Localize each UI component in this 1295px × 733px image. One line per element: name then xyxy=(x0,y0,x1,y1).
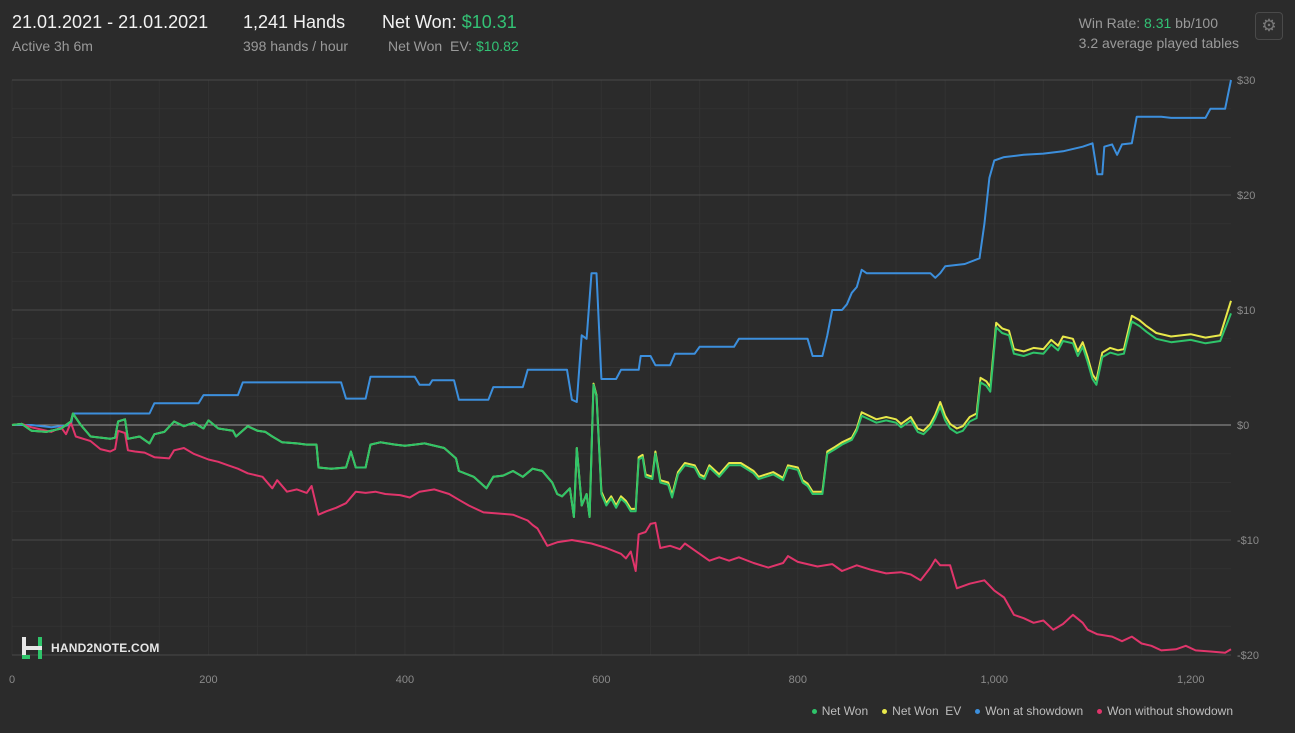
x-tick-label: 600 xyxy=(592,674,610,686)
y-tick-label: $30 xyxy=(1237,75,1255,87)
x-tick-label: 800 xyxy=(789,674,807,686)
series-line-net-won xyxy=(11,313,1232,518)
legend-dot-won-at-showdown xyxy=(975,708,981,714)
x-tick-label: 200 xyxy=(199,674,217,686)
gear-icon: ⚙ xyxy=(1261,16,1277,35)
series-line-won-without-showdown xyxy=(11,421,1232,654)
series-line-net-won-ev xyxy=(11,300,1232,518)
y-tick-label: $10 xyxy=(1237,305,1255,317)
y-tick-label: $20 xyxy=(1237,190,1255,202)
legend-label-won-without-showdown: Won without showdown xyxy=(1107,704,1233,718)
net-won-value: $10.31 xyxy=(461,12,517,32)
hand2note-logo: HAND2NOTE.COM xyxy=(21,636,160,660)
y-tick-label: -$10 xyxy=(1237,535,1259,547)
legend-item-won-without-showdown[interactable]: Won without showdown xyxy=(1097,704,1233,718)
legend-dot-net-won xyxy=(811,708,817,714)
chart-grid xyxy=(11,79,1231,656)
hands-count: 1,241 Hands xyxy=(243,12,346,32)
series-line-won-at-showdown xyxy=(12,79,1232,429)
x-tick-label: 0 xyxy=(9,674,15,686)
net-won-ev-value: $10.82 xyxy=(475,38,519,54)
x-axis-ticks: 0 200 400 600 800 1,000 1,200 xyxy=(9,674,1205,686)
average-tables: 3.2 average played tables xyxy=(1078,35,1239,51)
y-axis-ticks: $30 $20 $10 $0 -$10 -$20 xyxy=(1237,75,1259,662)
settings-button[interactable]: ⚙ xyxy=(1255,12,1283,40)
legend-label-won-at-showdown: Won at showdown xyxy=(985,704,1084,718)
x-tick-label: 1,200 xyxy=(1177,674,1205,686)
win-rate-value: 8.31 xyxy=(1144,15,1172,31)
legend-label-net-won-ev: Net Won EV xyxy=(892,704,962,718)
net-won-label: Net Won: xyxy=(382,12,457,32)
legend-dot-net-won-ev xyxy=(882,708,888,714)
net-won-block: Net Won: $10.31 Net Won EV: $10.82 xyxy=(382,12,519,54)
net-won-ev-label: Net Won EV: xyxy=(388,38,473,54)
hand2note-logo-icon xyxy=(22,637,42,659)
logo-text: HAND2NOTE.COM xyxy=(51,641,160,655)
x-tick-label: 1,000 xyxy=(981,674,1009,686)
win-rate-unit: bb/100 xyxy=(1175,15,1218,31)
legend-item-net-won-ev[interactable]: Net Won EV xyxy=(882,704,961,718)
chart-legend: Net Won Net Won EV Won at showdown Won w… xyxy=(798,704,1233,718)
win-rate-block: Win Rate: 8.31 bb/100 3.2 average played… xyxy=(1079,13,1239,53)
active-time: Active 3h 6m xyxy=(12,38,93,54)
chart-series xyxy=(11,79,1232,654)
hands-per-hour: 398 hands / hour xyxy=(243,38,349,54)
win-rate-label: Win Rate: xyxy=(1078,15,1141,31)
date-range-block: 21.01.2021 - 21.01.2021 Active 3h 6m xyxy=(12,12,208,54)
hands-block: 1,241 Hands 398 hands / hour xyxy=(243,12,348,54)
y-tick-label: $0 xyxy=(1237,420,1249,432)
date-range: 21.01.2021 - 21.01.2021 xyxy=(12,12,209,32)
legend-item-won-at-showdown[interactable]: Won at showdown xyxy=(975,704,1083,718)
legend-label-net-won: Net Won xyxy=(821,704,869,718)
legend-dot-won-without-showdown xyxy=(1097,708,1103,714)
legend-item-net-won[interactable]: Net Won xyxy=(811,704,869,718)
y-tick-label: -$20 xyxy=(1237,650,1259,662)
x-tick-label: 400 xyxy=(396,674,414,686)
